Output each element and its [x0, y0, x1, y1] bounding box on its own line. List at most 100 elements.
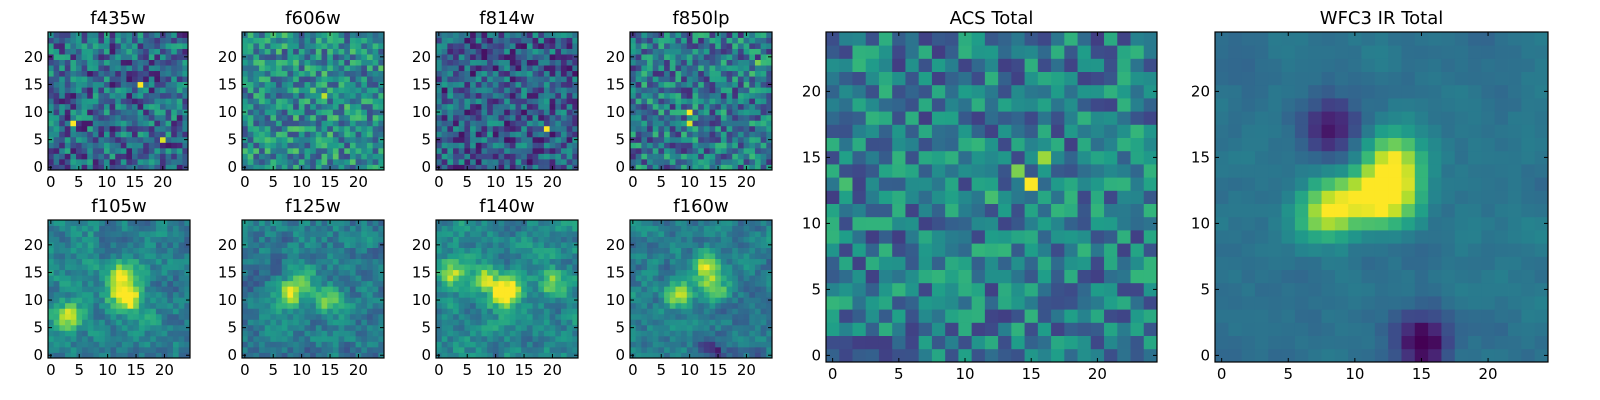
- heatmap-cell: [538, 231, 545, 237]
- heatmap-cell: [647, 76, 654, 83]
- heatmap-cell: [436, 114, 443, 121]
- heatmap-cell: [87, 125, 94, 132]
- heatmap-cell: [709, 103, 716, 110]
- heatmap-cell: [743, 291, 750, 298]
- heatmap-cell: [178, 231, 185, 237]
- heatmap-cell: [470, 37, 477, 44]
- heatmap-cell: [366, 98, 374, 105]
- heatmap-cell: [715, 297, 722, 304]
- heatmap-cell: [349, 335, 356, 342]
- heatmap-cell: [138, 225, 145, 232]
- heatmap-cell: [737, 120, 744, 127]
- heatmap-cell: [526, 258, 533, 265]
- heatmap-cell: [167, 269, 174, 276]
- heatmap-cell: [754, 76, 762, 83]
- heatmap-cell: [509, 87, 516, 94]
- heatmap-cell: [321, 247, 328, 254]
- heatmap-cell: [749, 109, 756, 116]
- heatmap-cell: [641, 286, 648, 293]
- heatmap-cell: [366, 114, 374, 121]
- heatmap-cell: [681, 280, 688, 287]
- heatmap-cell: [298, 153, 305, 160]
- heatmap-cell: [754, 109, 762, 116]
- heatmap-cell: [681, 330, 688, 337]
- heatmap-cell: [247, 225, 254, 232]
- heatmap-cell: [555, 319, 562, 326]
- heatmap-cell: [709, 76, 716, 83]
- heatmap-cell: [754, 114, 762, 121]
- heatmap-cell: [447, 48, 454, 55]
- heatmap-cell: [521, 286, 528, 293]
- heatmap-cell: [53, 313, 60, 320]
- heatmap-cell: [349, 346, 356, 353]
- heatmap-cell: [310, 313, 317, 320]
- heatmap-cell: [293, 302, 300, 309]
- heatmap-cell: [658, 92, 665, 99]
- heatmap-cell: [171, 54, 178, 60]
- x-tick-label: 15: [125, 173, 144, 191]
- heatmap-cell: [737, 324, 744, 331]
- heatmap-cell: [176, 92, 183, 99]
- heatmap-cell: [327, 291, 334, 298]
- heatmap-cell: [121, 335, 128, 342]
- heatmap-cell: [760, 341, 767, 348]
- heatmap-cell: [259, 330, 266, 337]
- heatmap-cell: [470, 114, 477, 121]
- heatmap-cell: [121, 253, 128, 260]
- heatmap-cell: [361, 335, 368, 342]
- heatmap-cell: [549, 225, 556, 232]
- heatmap-cell: [304, 247, 311, 254]
- heatmap-cell: [515, 231, 522, 237]
- heatmap-cell: [59, 120, 66, 127]
- heatmap-cell: [242, 302, 249, 309]
- heatmap-cell: [167, 297, 174, 304]
- heatmap-cell: [355, 330, 362, 337]
- heatmap-cell: [137, 120, 144, 127]
- heatmap-cell: [481, 286, 488, 293]
- heatmap-cell: [332, 242, 339, 248]
- heatmap-cell: [76, 319, 83, 326]
- heatmap-cell: [344, 242, 351, 248]
- heatmap-cell: [492, 225, 499, 232]
- heatmap-cell: [743, 125, 750, 132]
- heatmap-cell: [270, 247, 277, 254]
- heatmap-cell: [464, 37, 471, 44]
- heatmap-cell: [754, 142, 762, 149]
- heatmap-cell: [132, 153, 138, 160]
- heatmap-cell: [760, 147, 767, 154]
- heatmap-cell: [253, 109, 260, 116]
- heatmap-cell: [560, 291, 568, 298]
- heatmap-cell: [293, 65, 300, 72]
- heatmap-cell: [115, 125, 122, 132]
- heatmap-cell: [143, 158, 150, 165]
- heatmap-cell: [686, 308, 693, 315]
- heatmap-cell: [441, 43, 448, 49]
- heatmap-cell: [754, 103, 762, 110]
- heatmap-cell: [304, 70, 311, 77]
- heatmap-cell: [321, 258, 328, 265]
- heatmap-cell: [176, 43, 183, 49]
- heatmap-cell: [104, 258, 111, 265]
- heatmap-cell: [572, 142, 579, 149]
- heatmap-cell: [293, 59, 300, 66]
- heatmap-cell: [475, 253, 482, 260]
- heatmap-cell: [481, 65, 488, 72]
- heatmap-cell: [259, 136, 266, 143]
- heatmap-cell: [664, 59, 671, 66]
- heatmap-cell: [87, 242, 94, 248]
- heatmap-cell: [270, 70, 277, 77]
- heatmap-cell: [327, 236, 334, 243]
- heatmap-cell: [498, 225, 505, 232]
- heatmap-cell: [635, 136, 642, 143]
- heatmap-cell: [126, 65, 133, 72]
- heatmap-cell: [635, 280, 642, 287]
- heatmap-cell: [652, 302, 659, 309]
- heatmap-cell: [566, 103, 573, 110]
- heatmap-cell: [143, 92, 150, 99]
- heatmap-cell: [172, 308, 180, 315]
- heatmap-cell: [521, 125, 528, 132]
- heatmap-cell: [287, 330, 294, 337]
- heatmap-cell: [264, 65, 271, 72]
- heatmap-cell: [470, 280, 477, 287]
- heatmap-cell: [760, 98, 767, 105]
